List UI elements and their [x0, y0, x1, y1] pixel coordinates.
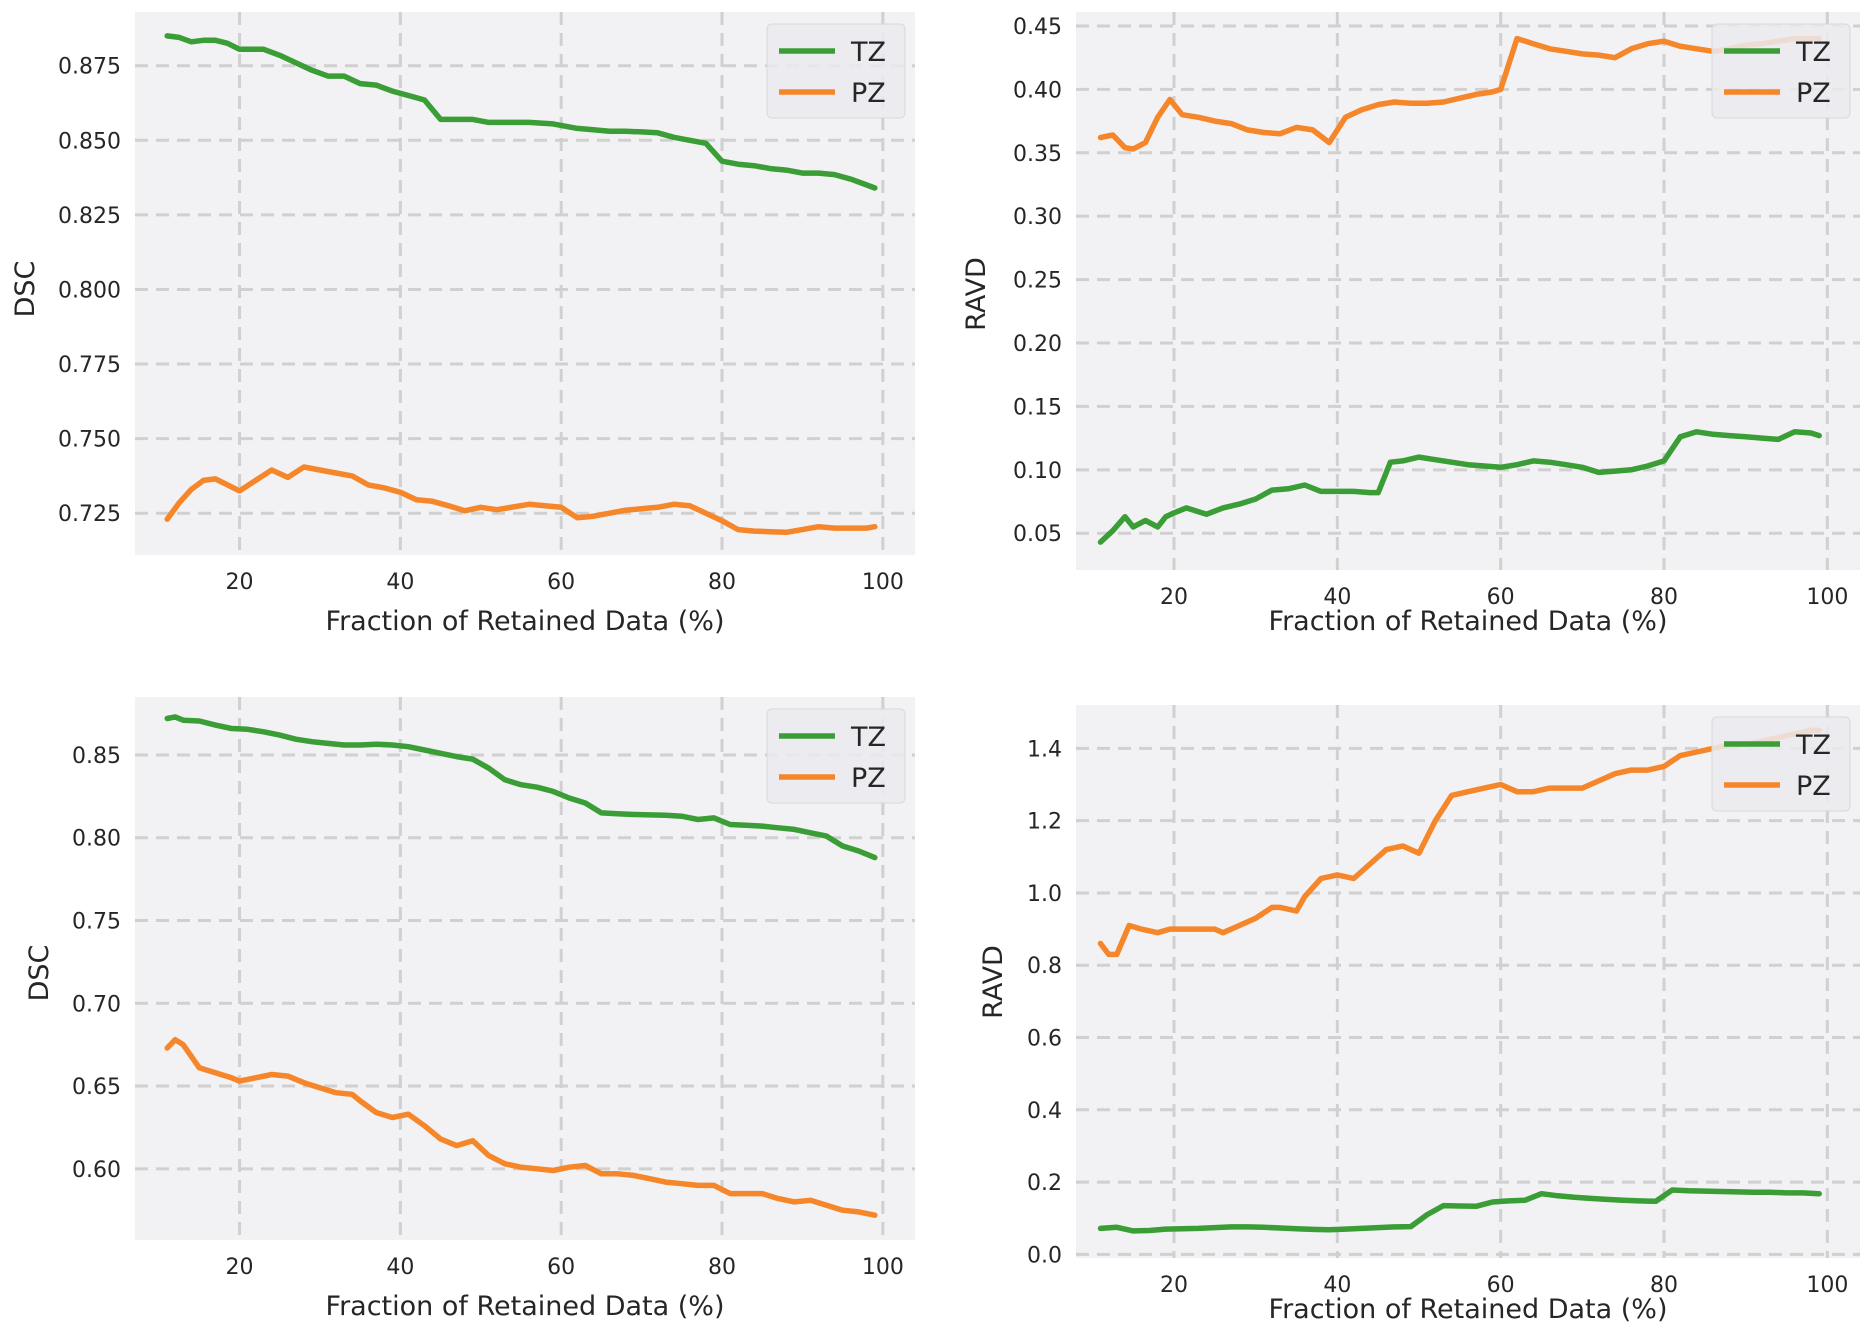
y-axis-label: DSC — [10, 261, 41, 318]
x-tick-labels: 20 40 60 80 100 — [226, 570, 904, 595]
chart-panel-top-right-ravd: 20 40 60 80 100 0.05 0.10 0.15 0.20 0.25 0.30 0.35… — [961, 12, 1860, 637]
series-lines — [1097, 35, 1822, 545]
x-tick-labels: 20 40 60 80 100 — [226, 1255, 904, 1280]
x-tick-labels: 20 40 60 80 100 — [1160, 1273, 1848, 1298]
x-tick-label: 20 — [226, 1255, 254, 1280]
y-tick-label: 0.850 — [58, 129, 121, 154]
series-line-pz — [1097, 35, 1822, 152]
y-tick-label: 0.8 — [1027, 954, 1062, 979]
x-tick-label: 100 — [862, 1255, 904, 1280]
y-tick-label: 0.0 — [1027, 1243, 1062, 1268]
y-tick-label: 1.4 — [1027, 737, 1062, 762]
y-tick-labels: 0.0 0.2 0.4 0.6 0.8 1.0 1.2 1.4 — [1027, 737, 1062, 1268]
legend-label-pz: PZ — [1796, 771, 1831, 802]
x-tick-label: 80 — [1650, 585, 1678, 610]
legend-label-pz: PZ — [1796, 78, 1831, 109]
y-tick-label: 0.15 — [1013, 395, 1062, 420]
legend-label-tz: TZ — [850, 37, 886, 68]
x-tick-label: 60 — [547, 1255, 575, 1280]
y-tick-label: 0.2 — [1027, 1171, 1062, 1196]
y-tick-label: 0.70 — [72, 992, 121, 1017]
series-line-pz — [164, 464, 878, 536]
series-line-tz — [1097, 429, 1822, 545]
y-tick-label: 0.85 — [72, 744, 121, 769]
x-tick-label: 80 — [708, 1255, 736, 1280]
gridlines — [135, 12, 915, 555]
x-tick-label: 40 — [1323, 585, 1351, 610]
series-lines — [164, 714, 878, 1218]
y-tick-label: 0.05 — [1013, 522, 1062, 547]
y-tick-label: 0.35 — [1013, 142, 1062, 167]
x-tick-label: 60 — [1487, 585, 1515, 610]
legend: TZ PZ — [1711, 23, 1851, 119]
y-tick-label: 0.45 — [1013, 15, 1062, 40]
x-tick-label: 80 — [1650, 1273, 1678, 1298]
y-axis-label: DSC — [24, 945, 55, 1002]
x-tick-label: 60 — [547, 570, 575, 595]
y-tick-label: 0.30 — [1013, 205, 1062, 230]
x-tick-label: 60 — [1487, 1273, 1515, 1298]
x-tick-label: 100 — [862, 570, 904, 595]
y-tick-label: 1.0 — [1027, 882, 1062, 907]
series-lines — [1097, 727, 1822, 1234]
chart-panel-bottom-left-dsc: 20 40 60 80 100 0.60 0.65 0.70 0.75 0.80 0.85 Fra… — [24, 697, 915, 1322]
y-tick-label: 0.20 — [1013, 332, 1062, 357]
x-tick-label: 100 — [1806, 585, 1848, 610]
x-tick-labels: 20 40 60 80 100 — [1160, 585, 1848, 610]
y-tick-labels: 0.60 0.65 0.70 0.75 0.80 0.85 — [72, 744, 121, 1183]
chart-panel-bottom-right-ravd: 20 40 60 80 100 0.0 0.2 0.4 0.6 0.8 1.0 1.2 1.4 Fra… — [978, 705, 1860, 1325]
series-line-pz — [1097, 727, 1822, 958]
legend-label-pz: PZ — [851, 78, 886, 109]
x-tick-label: 40 — [386, 1255, 414, 1280]
series-lines — [164, 33, 878, 536]
y-tick-label: 0.6 — [1027, 1027, 1062, 1052]
y-tick-label: 0.875 — [58, 55, 121, 80]
legend-label-tz: TZ — [850, 722, 886, 753]
legend: TZ PZ — [766, 708, 906, 804]
series-line-tz — [164, 714, 878, 861]
x-axis-label: Fraction of Retained Data (%) — [1269, 606, 1668, 637]
y-axis-label: RAVD — [961, 257, 992, 331]
chart-panel-top-left-dsc: 20 40 60 80 100 0.725 0.750 0.775 0.800 0.825 0.8… — [10, 12, 915, 637]
legend-label-tz: TZ — [1795, 730, 1831, 761]
y-tick-labels: 0.05 0.10 0.15 0.20 0.25 0.30 0.35 0.40 0.45 — [1013, 15, 1062, 547]
y-tick-label: 0.825 — [58, 204, 121, 229]
x-tick-label: 40 — [1323, 1273, 1351, 1298]
legend-label-pz: PZ — [851, 763, 886, 794]
y-tick-labels: 0.725 0.750 0.775 0.800 0.825 0.850 0.875 — [58, 55, 121, 528]
y-tick-label: 1.2 — [1027, 810, 1062, 835]
y-tick-label: 0.65 — [72, 1075, 121, 1100]
series-line-tz — [1097, 1187, 1822, 1234]
gridlines — [1076, 12, 1860, 570]
y-tick-label: 0.60 — [72, 1158, 121, 1183]
x-tick-label: 100 — [1806, 1273, 1848, 1298]
y-tick-label: 0.800 — [58, 278, 121, 303]
x-tick-label: 20 — [1160, 1273, 1188, 1298]
x-tick-label: 20 — [1160, 585, 1188, 610]
y-tick-label: 0.40 — [1013, 78, 1062, 103]
y-axis-label: RAVD — [978, 945, 1009, 1019]
x-axis-label: Fraction of Retained Data (%) — [326, 1291, 725, 1322]
x-tick-label: 80 — [708, 570, 736, 595]
legend: TZ PZ — [766, 23, 906, 119]
x-tick-label: 40 — [386, 570, 414, 595]
y-tick-label: 0.75 — [72, 909, 121, 934]
y-tick-label: 0.25 — [1013, 269, 1062, 294]
y-tick-label: 0.4 — [1027, 1099, 1062, 1124]
legend: TZ PZ — [1711, 716, 1851, 812]
x-tick-label: 20 — [226, 570, 254, 595]
y-tick-label: 0.775 — [58, 353, 121, 378]
x-axis-label: Fraction of Retained Data (%) — [326, 606, 725, 637]
x-axis-label: Fraction of Retained Data (%) — [1269, 1294, 1668, 1325]
y-tick-label: 0.10 — [1013, 459, 1062, 484]
series-line-tz — [164, 33, 878, 191]
y-tick-label: 0.725 — [58, 502, 121, 527]
y-tick-label: 0.750 — [58, 428, 121, 453]
legend-label-tz: TZ — [1795, 37, 1831, 68]
y-tick-label: 0.80 — [72, 827, 121, 852]
series-line-pz — [164, 1036, 878, 1218]
